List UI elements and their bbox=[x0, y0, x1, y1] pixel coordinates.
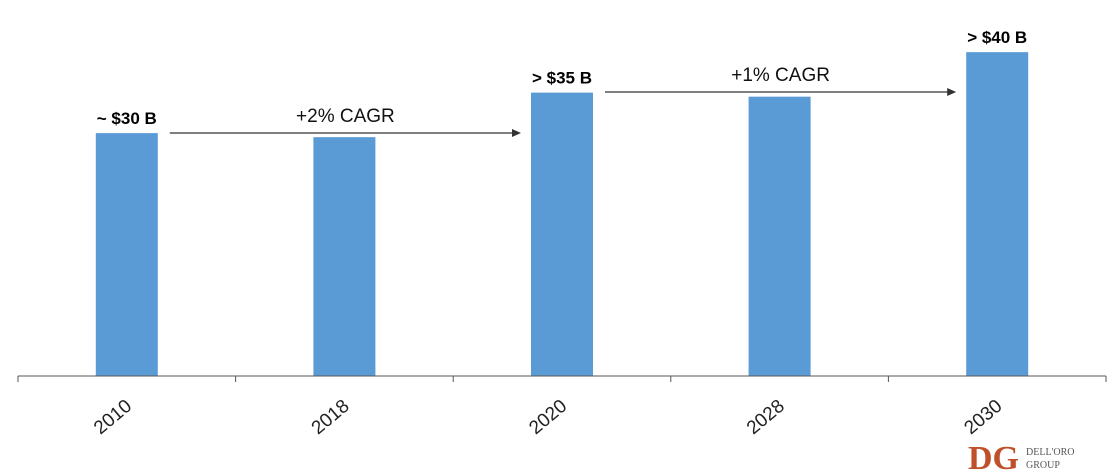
bar-2018 bbox=[313, 137, 376, 376]
cagr-arrows: +2% CAGR +1% CAGR bbox=[169, 65, 957, 137]
dell-oro-logo: DG DELL'ORO GROUP bbox=[968, 440, 1074, 473]
bar-value-label-2030: > $40 B bbox=[967, 28, 1027, 47]
cagr-label: +1% CAGR bbox=[731, 65, 830, 86]
bar-2030 bbox=[966, 52, 1029, 376]
bar-value-labels: ~ $30 B > $35 B > $40 B bbox=[97, 28, 1027, 128]
bar-value-label-2010: ~ $30 B bbox=[97, 109, 157, 128]
bar-value-label-2020: > $35 B bbox=[532, 69, 592, 88]
logo-mark: DG bbox=[968, 440, 1019, 473]
bar-2020 bbox=[531, 92, 593, 377]
logo-line-2: GROUP bbox=[1026, 460, 1060, 471]
x-tick-label-2020: 2020 bbox=[525, 396, 571, 439]
bar-2010 bbox=[95, 133, 158, 376]
bar-group bbox=[95, 52, 1029, 377]
cagr-arrow-head bbox=[512, 129, 521, 137]
x-axis-ticks bbox=[17, 376, 1107, 382]
x-tick-labels: 2010 2018 2020 2028 2030 bbox=[90, 396, 1006, 439]
x-tick-label-2018: 2018 bbox=[308, 396, 354, 439]
cagr-arrow-head bbox=[947, 88, 957, 96]
x-tick-label-2010: 2010 bbox=[90, 396, 136, 439]
bar-2028 bbox=[748, 96, 811, 377]
logo-line-1: DELL'ORO bbox=[1026, 447, 1074, 458]
cagr-label: +2% CAGR bbox=[296, 106, 395, 127]
x-tick-label-2028: 2028 bbox=[743, 396, 789, 439]
